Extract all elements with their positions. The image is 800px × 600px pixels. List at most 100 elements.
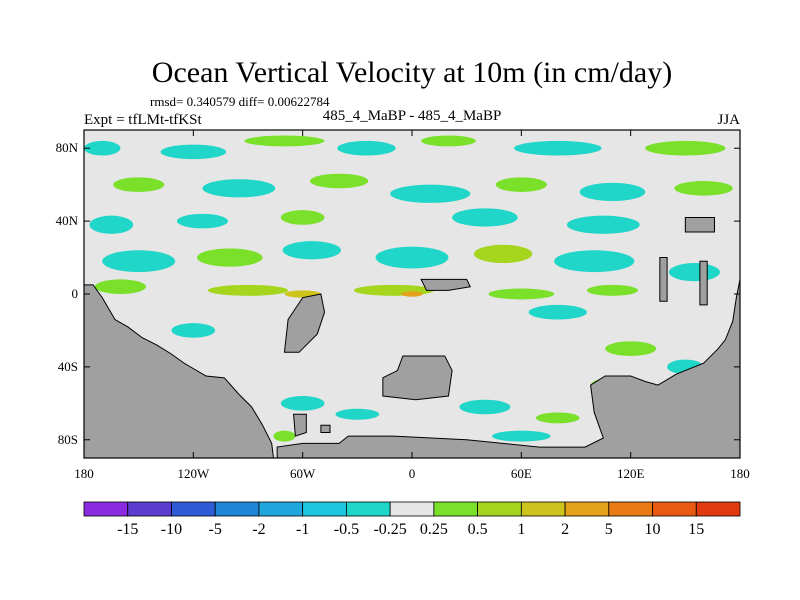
anomaly-patch-3 — [337, 140, 396, 156]
anomaly-patch-19 — [102, 250, 176, 273]
colorbar-swatch-2 — [171, 501, 216, 517]
x-tick-label-0: 180 — [74, 466, 94, 481]
anomaly-patch-2 — [244, 135, 325, 147]
anomaly-patch-4 — [421, 135, 476, 147]
anomaly-patch-16 — [280, 210, 325, 225]
anomaly-patch-18 — [566, 215, 640, 234]
y-tick-label-3: 40S — [58, 359, 78, 374]
anomaly-patch-20 — [196, 248, 263, 267]
anomaly-patch-12 — [579, 182, 646, 202]
colorbar-label-10: 2 — [561, 521, 569, 538]
colorbar-label-11: 5 — [605, 521, 613, 538]
x-tick-label-6: 180 — [730, 466, 750, 481]
anomaly-patch-43 — [492, 430, 551, 442]
colorbar-swatch-6 — [345, 501, 391, 517]
land-pacific-column — [659, 257, 668, 302]
anomaly-patch-11 — [495, 177, 547, 192]
colorbar-swatch-8 — [433, 501, 479, 517]
colorbar-swatch-9 — [477, 501, 522, 517]
anomaly-patch-31 — [488, 288, 555, 300]
colorbar-swatch-0 — [83, 501, 129, 517]
colorbar-swatch-4 — [258, 501, 304, 517]
colorbar-swatch-14 — [695, 501, 741, 517]
axis-ticks: 180 120W 60W 0 60E 120E 180 80N 40N 0 40S 80S — [56, 130, 750, 481]
land-antarctic-peninsula — [293, 413, 307, 437]
anomaly-patch-27 — [207, 284, 289, 296]
anomaly-patch-23 — [473, 244, 533, 264]
anomaly-patch-38 — [280, 396, 325, 411]
anomaly-patch-33 — [528, 304, 587, 320]
land-mask — [84, 216, 740, 458]
x-tick-label-2: 60W — [290, 466, 316, 481]
colorbar-label-2: -5 — [209, 521, 222, 538]
stats-text: rmsd= 0.340579 diff= 0.00622784 — [150, 94, 330, 109]
x-tick-label-3: 0 — [409, 466, 416, 481]
colorbar-swatch-5 — [302, 501, 347, 517]
anomaly-patch-41 — [335, 408, 380, 420]
colorbar-label-7: 0.25 — [420, 521, 448, 538]
anomaly-patch-34 — [171, 323, 216, 338]
land-pacific-spine — [699, 260, 708, 306]
colorbar-label-4: -1 — [296, 521, 309, 538]
colorbar-label-9: 1 — [517, 521, 525, 538]
anomaly-patch-0 — [84, 140, 121, 156]
anomaly-patch-39 — [459, 399, 511, 415]
colorbar-label-12: 10 — [645, 521, 661, 538]
colorbar-swatch-12 — [608, 501, 653, 517]
anomaly-patch-10 — [390, 184, 471, 203]
y-tick-label-0: 80N — [56, 140, 79, 155]
colorbar-swatch-10 — [520, 501, 566, 517]
colorbar-swatch-3 — [214, 501, 260, 517]
land-australia-ne-block — [684, 216, 715, 233]
y-tick-label-1: 40N — [56, 213, 79, 228]
land-island-west — [283, 293, 326, 353]
land-island-center — [382, 355, 453, 401]
run-label: 485_4_MaBP - 485_4_MaBP — [323, 108, 502, 124]
anomaly-patch-1 — [160, 144, 227, 160]
anomaly-patch-13 — [674, 181, 733, 196]
anomaly-patch-15 — [176, 213, 228, 229]
anomaly-patch-21 — [282, 241, 341, 260]
colorbar-label-1: -10 — [161, 521, 182, 538]
anomaly-patch-14 — [89, 215, 134, 234]
anomaly-patch-26 — [94, 279, 146, 295]
anomaly-patch-7 — [113, 177, 165, 192]
anomaly-patch-35 — [605, 341, 657, 356]
colorbar-swatch-13 — [652, 501, 697, 517]
anomaly-patch-8 — [202, 179, 276, 198]
x-tick-label-1: 120W — [177, 466, 210, 481]
map-plot-area — [84, 130, 740, 458]
anomaly-patch-22 — [375, 246, 449, 269]
anomaly-patch-42 — [273, 430, 296, 442]
x-tick-label-4: 60E — [511, 466, 532, 481]
colorbar-label-8: 0.5 — [468, 521, 488, 538]
colorbar-swatch-7 — [389, 501, 435, 517]
anomaly-patch-5 — [514, 140, 602, 156]
expt-label: Expt = tfLMt-tfKSt — [84, 112, 202, 128]
anomaly-patch-40 — [535, 412, 580, 424]
land-antarctica — [276, 279, 740, 458]
colorbar-label-0: -15 — [117, 521, 138, 538]
anomaly-field — [84, 135, 733, 442]
land-south-america — [84, 284, 275, 458]
colorbar-swatch-11 — [564, 501, 610, 517]
land-equator-block — [420, 278, 472, 291]
colorbar: -15 -10 -5 -2 -1 -0.5 -0.25 0.25 0.5 1 2 5 10 15 — [83, 501, 741, 538]
colorbar-swatch-1 — [127, 501, 172, 517]
anomaly-patch-24 — [554, 250, 635, 273]
anomaly-patch-30 — [401, 291, 423, 297]
colorbar-label-3: -2 — [252, 521, 265, 538]
colorbar-label-6: -0.25 — [373, 521, 406, 538]
colorbar-label-5: -0.5 — [334, 521, 359, 538]
anomaly-patch-6 — [645, 140, 726, 156]
x-tick-label-5: 120E — [617, 466, 645, 481]
y-tick-label-2: 0 — [72, 286, 79, 301]
colorbar-label-13: 15 — [688, 521, 704, 538]
chart-title: Ocean Vertical Velocity at 10m (in cm/da… — [152, 56, 672, 89]
anomaly-patch-17 — [452, 208, 518, 227]
anomaly-patch-9 — [309, 173, 369, 189]
anomaly-patch-25 — [668, 263, 720, 282]
land-peninsula-islet — [320, 424, 331, 433]
anomaly-patch-32 — [586, 284, 638, 296]
